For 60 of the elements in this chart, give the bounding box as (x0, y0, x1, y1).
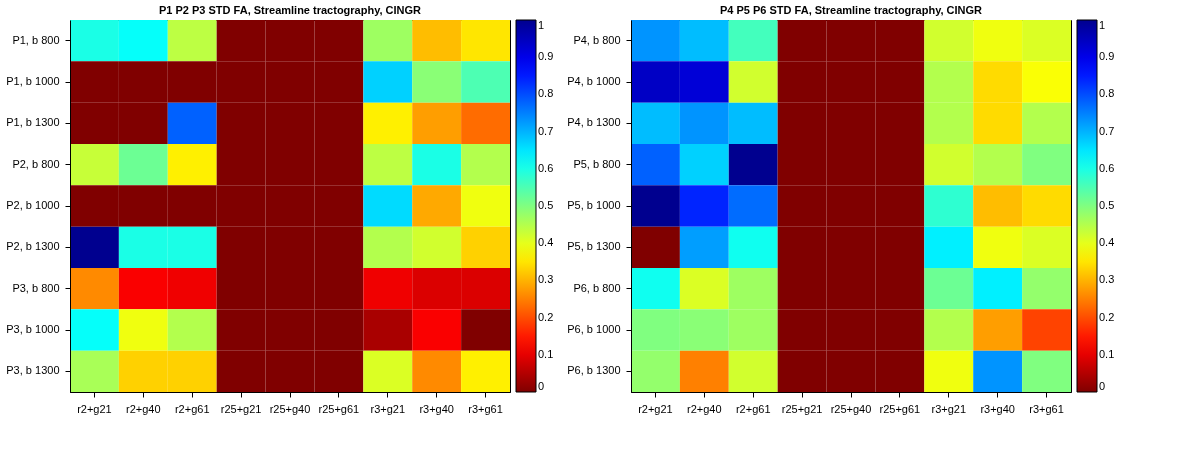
color-bar-label: 0.8 (538, 87, 554, 100)
color-bar-label: 0 (1099, 380, 1106, 392)
x-tick-label: r3+g61 (468, 402, 503, 415)
y-tick-label: P5, b 1000 (567, 199, 621, 211)
x-tick-label: r2+g21 (638, 402, 673, 415)
color-bar-label: 0.2 (538, 310, 554, 323)
color-bar-label: 0.9 (538, 50, 554, 63)
y-tick-label: P3, b 800 (12, 281, 60, 294)
color-bar-label: 0.1 (538, 347, 554, 360)
y-tick-label: P4, b 1000 (567, 75, 621, 87)
chart-title: P1 P2 P3 STD FA, Streamline tractography, CINGR (158, 4, 422, 16)
color-bar-label: 0.2 (1099, 310, 1115, 323)
x-tick-label: r2+g21 (77, 402, 112, 415)
y-tick-label: P6, b 800 (573, 281, 621, 294)
x-tick-label: r2+g61 (174, 402, 210, 415)
y-tick-label: P6, b 1300 (567, 364, 621, 377)
y-tick-label: P4, b 800 (573, 33, 621, 46)
y-tick-label: P4, b 1300 (567, 116, 621, 129)
x-tick-label: r25+g21 (220, 402, 262, 415)
y-tick-label: P1, b 1300 (6, 116, 60, 129)
x-tick-label: r3+g40 (980, 402, 1015, 415)
x-tick-label: r3+g40 (419, 402, 454, 415)
x-tick-label: r25+g40 (830, 402, 872, 415)
y-tick-label: P5, b 1300 (567, 240, 621, 253)
x-tick-label: r3+g61 (1029, 402, 1064, 415)
color-bar-label: 0.7 (1099, 124, 1115, 137)
color-bar-label: 0.5 (1099, 199, 1115, 211)
x-tick-label: r2+g61 (735, 402, 771, 415)
x-tick-label: r3+g21 (370, 402, 406, 415)
y-tick-label: P2, b 1000 (6, 199, 60, 211)
y-tick-label: P1, b 1000 (6, 75, 60, 87)
color-bar-label: 0.3 (1099, 273, 1115, 286)
y-tick-label: P3, b 1000 (6, 323, 60, 335)
color-bar-label: 0.7 (538, 124, 554, 137)
color-bar-label: 0.6 (538, 161, 554, 174)
color-bar-label: 0.6 (1099, 161, 1115, 174)
color-bar-label: 0.4 (538, 236, 554, 249)
x-tick-label: r25+g61 (318, 402, 360, 415)
color-bar-label: 0.8 (1099, 87, 1115, 100)
x-tick-label: r2+g40 (687, 402, 722, 415)
y-tick-label: P2, b 1300 (6, 240, 60, 253)
color-bar-label: 0.9 (1099, 50, 1115, 63)
x-tick-label: r3+g21 (931, 402, 967, 415)
color-bar-label: 0.1 (1099, 347, 1115, 360)
x-tick-label: r2+g40 (126, 402, 161, 415)
x-tick-label: r25+g61 (879, 402, 921, 415)
y-tick-label: P2, b 800 (12, 157, 60, 170)
color-bar-label: 1 (1099, 19, 1106, 31)
y-tick-label: P1, b 800 (12, 33, 60, 46)
color-bar-label: 0 (538, 380, 545, 392)
chart-title: P4 P5 P6 STD FA, Streamline tractography, CINGR (719, 4, 983, 16)
y-tick-label: P6, b 1000 (567, 323, 621, 335)
color-bar-label: 0.3 (538, 273, 554, 286)
y-tick-label: P5, b 800 (573, 157, 621, 170)
color-bar-label: 1 (538, 19, 545, 31)
x-tick-label: r25+g21 (781, 402, 823, 415)
color-bar-label: 0.4 (1099, 236, 1115, 249)
x-tick-label: r25+g40 (269, 402, 311, 415)
y-tick-label: P3, b 1300 (6, 364, 60, 377)
color-bar-label: 0.5 (538, 199, 554, 211)
